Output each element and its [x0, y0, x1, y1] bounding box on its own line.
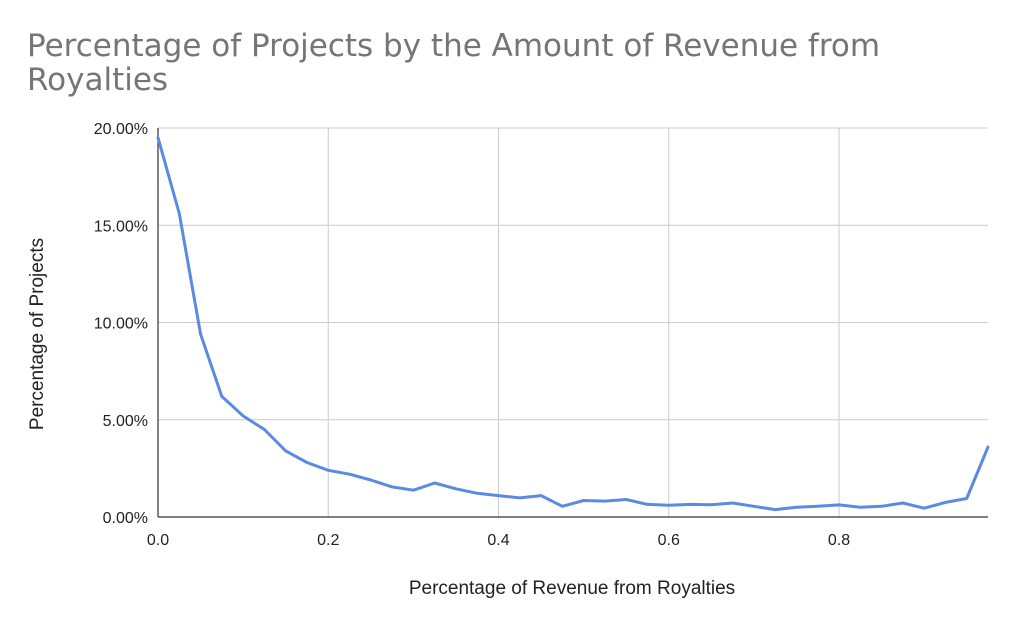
data-point-21: [603, 499, 607, 503]
y-tick-label-0: 0.00%: [103, 510, 148, 527]
x-tick-label-2: 0.4: [487, 532, 509, 549]
data-point-9: [348, 472, 352, 476]
data-point-8: [326, 468, 330, 472]
data-point-7: [305, 461, 309, 465]
data-point-2: [199, 332, 203, 336]
chart-title: Percentage of Projects by the Amount of …: [27, 28, 880, 98]
chart-title-line-2: Royalties: [27, 62, 168, 98]
tick-labels: 0.00% 5.00% 10.00% 15.00% 20.00% 0.0 0.2 0.4 0.6…: [94, 121, 851, 549]
data-point-12: [411, 488, 415, 492]
data-point-14: [454, 487, 458, 491]
axes-layer: [157, 128, 988, 518]
y-tick-label-2: 10.00%: [94, 316, 148, 333]
data-point-37: [943, 500, 947, 504]
data-point-26: [709, 503, 713, 507]
data-point-33: [858, 505, 862, 509]
data-point-35: [901, 501, 905, 505]
data-point-36: [922, 506, 926, 510]
data-point-34: [880, 504, 884, 508]
y-tick-label-3: 15.00%: [94, 218, 148, 235]
data-point-28: [752, 504, 756, 508]
data-point-4: [241, 414, 245, 418]
y-tick-label-4: 20.00%: [94, 121, 148, 138]
data-point-5: [262, 427, 266, 431]
data-point-1: [177, 212, 181, 216]
x-tick-label-0: 0.0: [147, 532, 169, 549]
data-point-31: [816, 504, 820, 508]
data-point-27: [731, 501, 735, 505]
data-point-39: [986, 445, 990, 449]
y-axis-title: Percentage of Projects: [27, 238, 48, 430]
data-point-20: [582, 498, 586, 502]
data-point-30: [794, 505, 798, 509]
data-point-6: [284, 449, 288, 453]
x-axis-title: Percentage of Revenue from Royalties: [409, 578, 735, 599]
x-tick-label-4: 0.8: [828, 532, 850, 549]
data-point-29: [773, 508, 777, 512]
data-point-18: [539, 494, 543, 498]
data-point-15: [475, 491, 479, 495]
data-point-32: [837, 503, 841, 507]
data-point-16: [497, 494, 501, 498]
chart-title-line-1: Percentage of Projects by the Amount of …: [27, 28, 880, 64]
data-point-24: [667, 503, 671, 507]
data-point-11: [390, 485, 394, 489]
x-tick-label-1: 0.2: [317, 532, 339, 549]
data-point-10: [369, 478, 373, 482]
data-point-22: [624, 497, 628, 501]
data-point-25: [688, 502, 692, 506]
data-point-3: [220, 394, 224, 398]
data-point-0: [156, 136, 160, 140]
data-point-17: [518, 496, 522, 500]
series-layer: [156, 136, 990, 512]
y-tick-label-1: 5.00%: [103, 413, 148, 430]
series-line-0: [156, 136, 990, 512]
data-point-19: [560, 504, 564, 508]
grid-layer: [157, 127, 988, 518]
data-point-38: [965, 497, 969, 501]
data-point-13: [433, 481, 437, 485]
x-tick-label-3: 0.6: [658, 532, 680, 549]
data-point-23: [645, 502, 649, 506]
